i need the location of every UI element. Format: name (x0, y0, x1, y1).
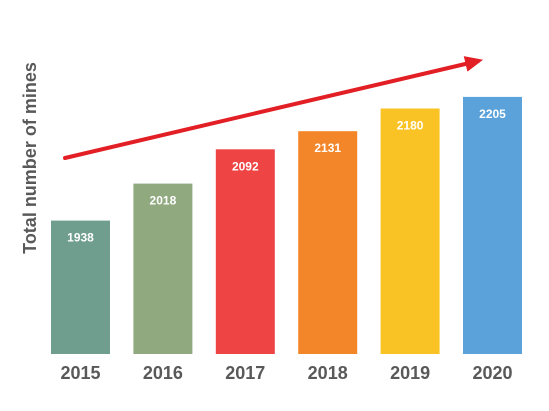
x-tick-label-2017: 2017 (225, 363, 265, 383)
bar-2015 (51, 220, 110, 354)
y-axis-title: Total number of mines (20, 62, 40, 254)
x-tick-label-2020: 2020 (472, 363, 512, 383)
bar-value-label-2016: 2018 (150, 194, 177, 208)
trend-arrow (63, 56, 484, 160)
bar-2017 (215, 149, 275, 354)
bar-value-label-2019: 2180 (397, 119, 424, 133)
x-tick-label-2019: 2019 (390, 363, 430, 383)
bar-value-label-2020: 2205 (479, 107, 506, 121)
x-tick-label-2015: 2015 (60, 363, 100, 383)
bar-value-label-2017: 2092 (232, 159, 259, 173)
x-ticks-group: 2015 2016 2017 2018 2019 2020 (60, 363, 512, 383)
x-tick-label-2018: 2018 (308, 363, 348, 383)
bar-2019 (380, 108, 440, 354)
bar-2016 (133, 183, 193, 354)
bar-value-label-2015: 1938 (67, 231, 94, 245)
bar-value-label-2018: 2131 (314, 141, 341, 155)
bar-labels-group: 1938 2018 2092 2131 2180 2205 (67, 107, 506, 245)
x-tick-label-2016: 2016 (143, 363, 183, 383)
bar-2020 (463, 96, 522, 355)
bars-group (51, 96, 522, 355)
bar-2018 (298, 131, 358, 354)
